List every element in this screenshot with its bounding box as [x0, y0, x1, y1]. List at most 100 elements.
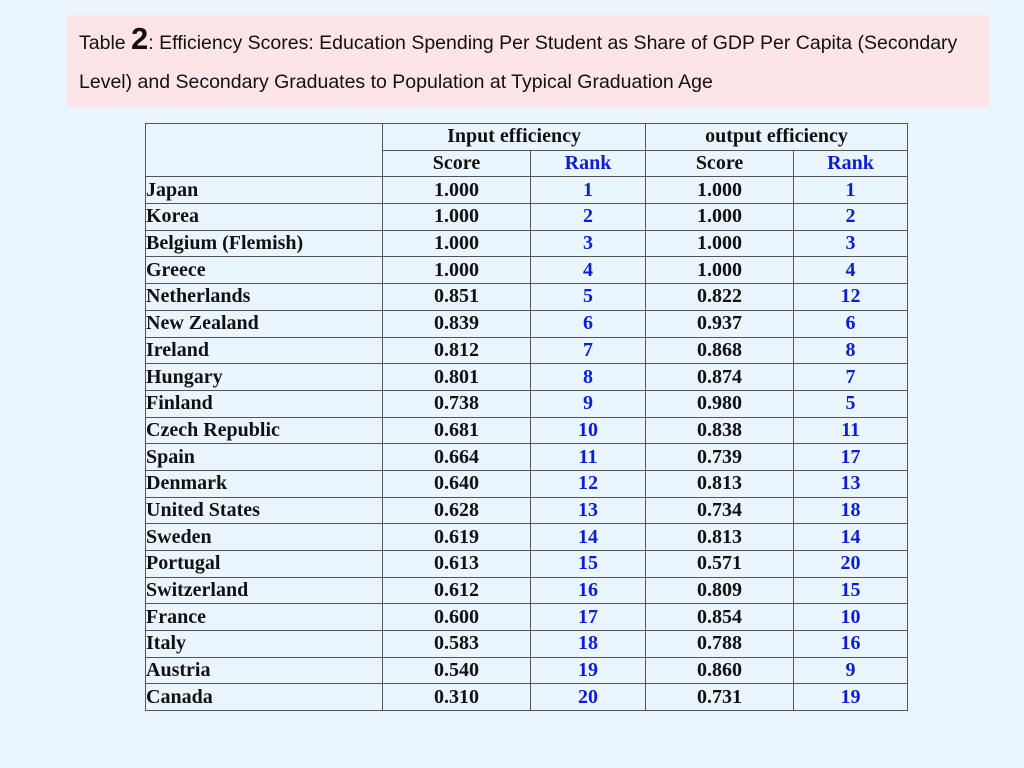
output-score-cell: 0.739 — [645, 443, 795, 471]
table-row: Japan 1.000 1 1.000 1 — [145, 176, 909, 205]
efficiency-table: Input efficiency output efficiency Score… — [145, 122, 909, 712]
country-cell: Denmark — [145, 469, 383, 498]
country-header-cell — [145, 122, 383, 178]
country-cell: Belgium (Flemish) — [145, 229, 383, 258]
table-caption: Table 2: Efficiency Scores: Education Sp… — [67, 15, 989, 107]
table-row: Hungary 0.801 8 0.874 7 — [145, 363, 909, 391]
input-score-cell: 1.000 — [382, 176, 531, 205]
input-rank-cell: 20 — [529, 683, 647, 712]
input-rank-cell: 11 — [529, 443, 647, 471]
input-score-cell: 0.540 — [382, 656, 531, 685]
input-score-cell: 0.310 — [382, 683, 531, 712]
country-cell: Italy — [145, 630, 383, 658]
country-cell: Sweden — [145, 523, 383, 551]
input-score-cell: 0.628 — [382, 496, 531, 525]
input-rank-cell: 18 — [529, 630, 647, 658]
output-score-cell: 0.838 — [645, 416, 795, 445]
country-cell: Austria — [145, 656, 383, 685]
table-row: Portugal 0.613 15 0.571 20 — [145, 550, 909, 578]
input-score-cell: 0.812 — [382, 336, 531, 365]
country-cell: Hungary — [145, 363, 383, 391]
input-rank-cell: 5 — [529, 283, 647, 311]
input-score-cell: 0.583 — [382, 630, 531, 658]
input-rank-cell: 17 — [529, 603, 647, 632]
table-row: New Zealand 0.839 6 0.937 6 — [145, 309, 909, 338]
input-score-cell: 0.613 — [382, 550, 531, 578]
output-score-cell: 0.809 — [645, 576, 795, 605]
output-rank-cell: 7 — [793, 363, 909, 391]
output-score-cell: 0.571 — [645, 550, 795, 578]
input-rank-cell: 9 — [529, 389, 647, 418]
input-score-cell: 1.000 — [382, 203, 531, 231]
table-row: Sweden 0.619 14 0.813 14 — [145, 523, 909, 551]
table-row: Belgium (Flemish) 1.000 3 1.000 3 — [145, 229, 909, 258]
output-score-cell: 0.734 — [645, 496, 795, 525]
output-rank-cell: 17 — [793, 443, 909, 471]
output-rank-cell: 10 — [793, 603, 909, 632]
output-rank-header: Rank — [793, 149, 909, 178]
input-score-cell: 0.612 — [382, 576, 531, 605]
country-cell: Greece — [145, 256, 383, 285]
input-efficiency-header: Input efficiency — [381, 123, 647, 151]
caption-table-number: 2 — [131, 21, 149, 56]
country-cell: Japan — [145, 176, 383, 205]
output-rank-cell: 20 — [793, 550, 909, 578]
input-rank-cell: 19 — [529, 656, 647, 685]
output-rank-cell: 16 — [793, 630, 909, 658]
country-cell: Ireland — [145, 336, 383, 365]
input-score-cell: 0.640 — [382, 469, 531, 498]
country-cell: Czech Republic — [145, 416, 383, 445]
input-score-cell: 0.600 — [382, 603, 531, 632]
table-row: Austria 0.540 19 0.860 9 — [145, 656, 909, 685]
input-score-cell: 0.851 — [382, 283, 531, 311]
output-rank-cell: 15 — [793, 576, 909, 605]
table-row: France 0.600 17 0.854 10 — [145, 603, 909, 632]
output-score-cell: 0.854 — [645, 603, 795, 632]
input-rank-header: Rank — [529, 149, 647, 178]
input-rank-cell: 8 — [529, 363, 647, 391]
country-cell: New Zealand — [145, 309, 383, 338]
input-rank-cell: 3 — [529, 229, 647, 258]
input-score-cell: 0.839 — [382, 309, 531, 338]
country-cell: United States — [145, 496, 383, 525]
input-rank-cell: 12 — [529, 469, 647, 498]
output-score-cell: 1.000 — [645, 256, 795, 285]
output-score-header: Score — [645, 149, 795, 178]
output-score-cell: 1.000 — [645, 203, 795, 231]
input-score-cell: 0.681 — [382, 416, 531, 445]
country-cell: Portugal — [145, 550, 383, 578]
table-row: Canada 0.310 20 0.731 19 — [145, 683, 909, 712]
country-cell: Netherlands — [145, 283, 383, 311]
output-rank-cell: 4 — [793, 256, 909, 285]
caption-text: : Efficiency Scores: Education Spending … — [79, 32, 958, 93]
output-rank-cell: 14 — [793, 523, 909, 551]
output-rank-cell: 5 — [793, 389, 909, 418]
country-cell: Switzerland — [145, 576, 383, 605]
input-score-cell: 0.619 — [382, 523, 531, 551]
output-score-cell: 0.731 — [645, 683, 795, 712]
input-score-cell: 1.000 — [382, 256, 531, 285]
output-rank-cell: 2 — [793, 203, 909, 231]
country-cell: Finland — [145, 389, 383, 418]
output-score-cell: 0.822 — [645, 283, 795, 311]
input-rank-cell: 15 — [529, 550, 647, 578]
table-row: Switzerland 0.612 16 0.809 15 — [145, 576, 909, 605]
output-score-cell: 0.937 — [645, 309, 795, 338]
output-rank-cell: 6 — [793, 309, 909, 338]
input-rank-cell: 13 — [529, 496, 647, 525]
output-rank-cell: 18 — [793, 496, 909, 525]
caption-prefix: Table — [79, 32, 132, 54]
table-row: Denmark 0.640 12 0.813 13 — [145, 469, 909, 498]
table-row: Greece 1.000 4 1.000 4 — [145, 256, 909, 285]
table-row: Spain 0.664 11 0.739 17 — [145, 443, 909, 471]
sub-header-row: Score Rank Score Rank — [146, 149, 909, 178]
output-rank-cell: 12 — [793, 283, 909, 311]
output-score-cell: 0.813 — [645, 469, 795, 498]
output-score-cell: 0.788 — [645, 630, 795, 658]
output-score-cell: 0.868 — [645, 336, 795, 365]
country-cell: France — [145, 603, 383, 632]
input-score-cell: 0.801 — [382, 363, 531, 391]
input-score-cell: 1.000 — [382, 229, 531, 258]
table-row: Netherlands 0.851 5 0.822 12 — [145, 283, 909, 311]
output-rank-cell: 1 — [793, 176, 909, 205]
